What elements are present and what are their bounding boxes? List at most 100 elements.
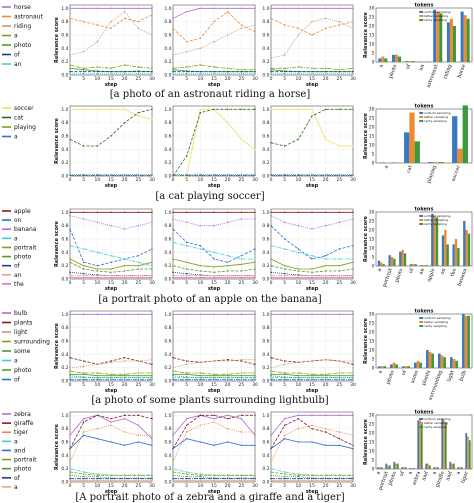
data-point — [185, 360, 188, 362]
data-point — [96, 376, 99, 379]
data-point — [270, 370, 272, 372]
data-point — [270, 271, 272, 274]
y-tick-label: 0.2 — [164, 263, 171, 269]
data-point — [185, 431, 188, 433]
data-point — [96, 274, 99, 277]
x-axis-label: step — [208, 286, 221, 292]
data-point — [82, 274, 85, 277]
data-point — [123, 270, 126, 272]
legend-label: apple — [14, 208, 31, 215]
data-point — [199, 479, 202, 482]
data-point — [338, 72, 341, 75]
bar-title: tokens — [415, 309, 434, 315]
bar-bulb — [462, 314, 465, 368]
data-point — [213, 360, 215, 362]
data-point — [240, 358, 243, 361]
y-tick-label: 0.4 — [61, 453, 68, 459]
data-point — [137, 66, 140, 68]
data-point — [137, 27, 140, 30]
line-panel-3-3: 0 5 10 15 20 25 30 step 0.0 0.2 0.4 0.6 0.8 1.0 — [262, 208, 356, 292]
data-point — [213, 474, 215, 477]
data-point — [151, 378, 153, 381]
y-axis-label: Relevance score — [54, 322, 60, 368]
row-caption: [A portrait photo of a zebra and a giraf… — [75, 492, 344, 503]
data-point — [270, 211, 272, 214]
bar-legend-label: rarity sampling — [424, 425, 447, 429]
data-point — [324, 477, 327, 480]
data-point — [199, 111, 202, 114]
data-point — [172, 17, 174, 20]
data-point — [172, 276, 174, 279]
data-point — [270, 68, 272, 71]
data-point — [352, 477, 354, 480]
data-point — [137, 477, 140, 480]
x-axis-label: step — [208, 183, 221, 189]
y-tick-label: 0.0 — [164, 379, 171, 385]
data-point — [352, 218, 354, 220]
y-tick-label: 0.2 — [164, 466, 171, 472]
data-point — [123, 374, 126, 377]
legend-label: banana — [14, 226, 37, 233]
bar-legend-swatch — [419, 120, 424, 122]
data-point — [172, 376, 174, 379]
data-point — [123, 414, 126, 417]
data-point — [297, 34, 300, 36]
x-tick-label: 10 — [94, 280, 100, 286]
data-point — [185, 473, 188, 475]
bar-some — [419, 362, 422, 368]
data-point — [240, 138, 243, 141]
data-point — [338, 7, 341, 10]
data-point — [151, 268, 153, 270]
bar-tiger — [468, 440, 471, 469]
bar-photo — [393, 461, 396, 469]
data-point — [240, 479, 243, 482]
bar-light — [452, 359, 456, 368]
legend-label: portrait — [14, 244, 37, 251]
y-tick-label: 0.6 — [164, 440, 171, 446]
x-tick-label: 25 — [336, 280, 342, 286]
data-point — [199, 248, 202, 250]
x-tick-label: 5 — [283, 483, 286, 489]
bar-apple — [435, 217, 439, 266]
data-point — [96, 264, 99, 267]
legend-label: photo — [14, 254, 32, 261]
x-tick-label: 20 — [225, 382, 231, 388]
data-point — [283, 221, 286, 224]
legend-label: giraffe — [14, 420, 34, 427]
data-point — [240, 374, 243, 377]
bar-y-axis-label: Relevance score — [363, 418, 369, 464]
data-point — [352, 72, 354, 75]
bar-a — [378, 366, 381, 368]
data-point — [338, 444, 341, 447]
y-tick-label: 1.0 — [262, 6, 269, 12]
data-point — [297, 378, 300, 381]
y-tick-label: 0.2 — [61, 365, 68, 371]
bar-y-tick-label: 5 — [372, 51, 375, 57]
legend-label: on — [14, 217, 22, 224]
bar-y-axis-label: Relevance score — [363, 112, 369, 158]
bar-a — [433, 467, 436, 469]
data-point — [199, 224, 202, 227]
bar-y-tick-label: 25 — [369, 219, 375, 225]
axes-frame — [270, 310, 354, 382]
y-tick-label: 0.0 — [262, 480, 269, 486]
data-point — [96, 66, 99, 68]
data-point — [283, 376, 286, 378]
bar-soccer — [462, 105, 468, 163]
data-point — [96, 474, 99, 477]
data-point — [270, 373, 272, 376]
data-point — [352, 414, 354, 417]
data-point — [69, 211, 71, 214]
y-tick-label: 0.8 — [164, 19, 171, 25]
data-point — [137, 372, 140, 374]
data-point — [137, 424, 140, 427]
data-point — [172, 378, 174, 381]
data-point — [270, 7, 272, 10]
data-point — [110, 360, 112, 362]
y-tick-label: 0.8 — [262, 120, 269, 126]
legend-label: photo — [14, 42, 32, 49]
y-tick-label: 0.2 — [61, 263, 68, 269]
data-point — [82, 108, 85, 111]
data-point — [324, 274, 327, 277]
